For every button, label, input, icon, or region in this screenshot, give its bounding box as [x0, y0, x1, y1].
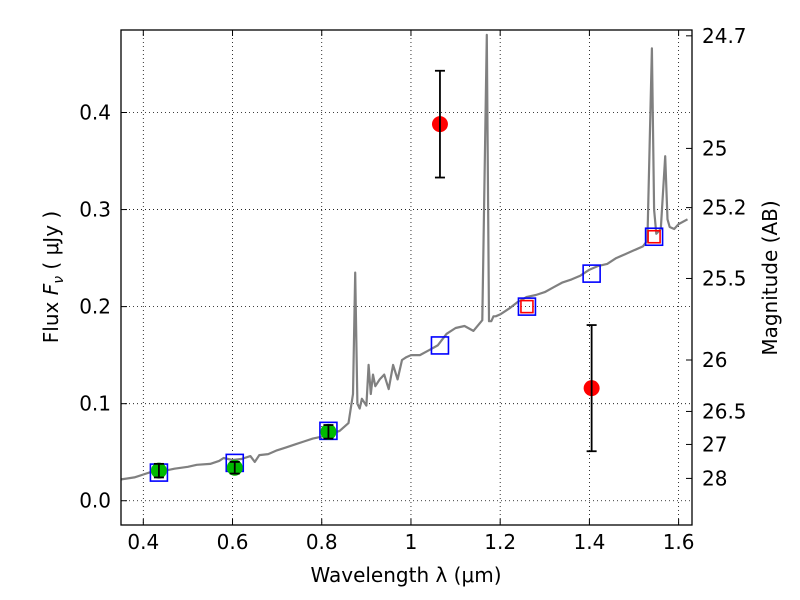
right-tick-label: 25.2 [702, 196, 747, 220]
plot-frame [120, 29, 693, 526]
right-tick-label: 28 [702, 466, 727, 490]
x-tick-label: 0.4 [127, 530, 159, 554]
x-tick-label: 1.6 [663, 530, 695, 554]
y-axis-label-unit: ( μJy ) [39, 211, 63, 276]
y-axis-label-subscript: ν [51, 276, 67, 284]
y-axis-label-symbol: F [39, 283, 63, 295]
plot-background [121, 30, 692, 525]
right-tick-label: 25.5 [702, 266, 747, 290]
model-square-marker [430, 336, 450, 355]
y-tick-label: 0.2 [79, 295, 111, 319]
y-tick-label: 0.4 [79, 101, 111, 125]
y-axis-label-prefix: Flux [39, 295, 63, 343]
spectrum-line [120, 33, 689, 481]
right-tick-label: 26.5 [702, 399, 747, 423]
x-axis-label: Wavelength λ (μm) [310, 563, 501, 587]
right-tick-label: 24.7 [702, 24, 747, 48]
y-tick-label: 0.0 [79, 489, 111, 513]
x-tick-label: 0.8 [306, 530, 338, 554]
model-square-inner-marker [647, 229, 661, 244]
right-axis: 24.7 25 25.2 25.5 26 26.5 27 28 [686, 24, 747, 490]
right-axis-label: Magnitude (AB) [758, 200, 782, 355]
right-tick-label: 27 [702, 432, 727, 456]
y-tick-label: 0.3 [79, 198, 111, 222]
x-tick-label: 0.6 [217, 530, 249, 554]
right-tick-label: 26 [702, 348, 727, 372]
model-square-marker [582, 264, 601, 283]
grid [121, 30, 692, 525]
y-axis-label: Flux Fν ( μJy ) [39, 211, 67, 343]
series-layer [120, 33, 689, 482]
model-square-marker [644, 227, 664, 247]
y-axis: 0.0 0.1 0.2 0.3 0.4 [79, 101, 127, 513]
y-tick-label: 0.1 [79, 392, 111, 416]
right-tick-label: 25 [702, 136, 727, 160]
x-tick-label: 1 [405, 530, 418, 554]
plot-area [120, 33, 689, 482]
x-tick-label: 1.2 [484, 530, 516, 554]
model-square-inner-marker [520, 299, 534, 314]
x-tick-label: 1.4 [573, 530, 605, 554]
model-square-marker [517, 297, 537, 316]
x-axis: 0.4 0.6 0.8 1 1.2 1.4 1.6 [127, 30, 695, 554]
